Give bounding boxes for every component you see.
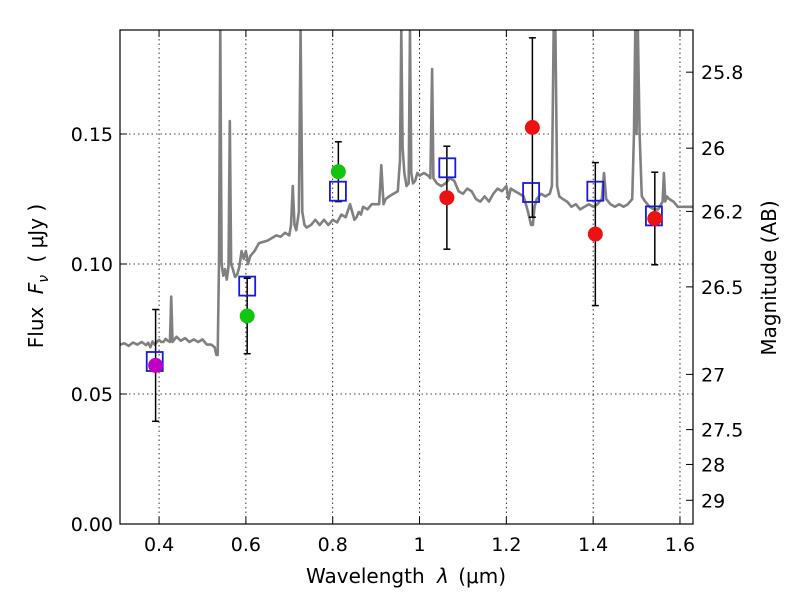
y-axis-label: Flux Fν ( μJy ) xyxy=(24,204,53,348)
observed-flux-point xyxy=(524,120,540,135)
plot-frame xyxy=(119,29,694,525)
magnitude-tick-label: 28 xyxy=(701,454,725,476)
observed-flux-point xyxy=(647,211,663,226)
grid-layer xyxy=(120,30,693,524)
model-photometry-box xyxy=(586,180,605,202)
x-tick-label: 0.6 xyxy=(231,534,261,556)
model-photometry-box xyxy=(238,275,257,297)
model-photometry-box xyxy=(438,157,457,179)
magnitude-tick-label: 27.5 xyxy=(701,420,743,442)
magnitude-tick-label: 29 xyxy=(701,490,725,512)
magnitude-tick-label: 26 xyxy=(701,138,725,160)
y-axis-label-text: Flux xyxy=(24,306,48,348)
y-axis-unit: ( μJy ) xyxy=(24,204,48,263)
magnitude-tick-label: 26.2 xyxy=(701,201,743,223)
y-tick-label: 0.00 xyxy=(71,514,113,536)
observed-flux-point xyxy=(330,164,346,180)
y-tick-label: 0.05 xyxy=(71,384,113,406)
x-tick-label: 0.4 xyxy=(144,534,174,556)
x-tick-label: 1 xyxy=(413,534,425,556)
model-photometry-box xyxy=(522,182,540,203)
model-photometry-box xyxy=(329,180,347,202)
x-tick-label: 1.6 xyxy=(665,534,695,556)
observed-flux-point xyxy=(239,308,255,324)
y-axis-f-symbol: F xyxy=(24,282,48,294)
y-axis-nu-subscript: ν xyxy=(36,275,52,283)
marks-layer xyxy=(145,37,663,423)
spectrum-layer xyxy=(120,30,693,357)
observed-flux-point xyxy=(148,357,164,373)
y-tick-label: 0.10 xyxy=(71,254,113,276)
x-tick-label: 1.2 xyxy=(491,534,521,556)
model-spectrum-line xyxy=(120,30,693,357)
x-tick-label: 0.8 xyxy=(318,534,348,556)
x-axis-lambda: λ xyxy=(436,564,449,588)
ticks-layer: 0.4 0.6 0.8 1 1.2 1.4 1.6 0.00 0.05 0.10 0.15 25.8 2… xyxy=(71,30,743,556)
x-axis-label: Wavelength λ (μm) xyxy=(306,564,506,588)
magnitude-tick-label: 27 xyxy=(701,364,725,386)
magnitude-tick-label: 26.5 xyxy=(701,277,743,299)
x-axis-unit: (μm) xyxy=(458,564,506,588)
observed-flux-point xyxy=(439,190,455,206)
y2-axis-label: Magnitude (AB) xyxy=(757,200,781,355)
x-tick-label: 1.4 xyxy=(578,534,608,556)
magnitude-tick-label: 25.8 xyxy=(701,62,743,84)
x-axis-label-text: Wavelength xyxy=(306,564,425,588)
y-tick-label: 0.15 xyxy=(71,124,113,146)
observed-flux-point xyxy=(587,226,603,242)
